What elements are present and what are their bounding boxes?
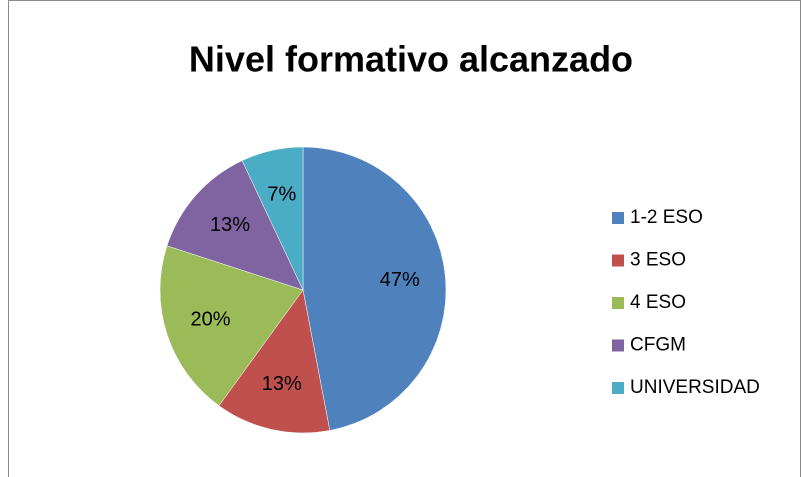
legend-swatch: [612, 297, 624, 309]
legend-label: UNIVERSIDAD: [630, 377, 760, 398]
pie-slice: [218, 289, 331, 434]
legend-label: 4 ESO: [630, 292, 686, 313]
legend-label: CFGM: [630, 335, 686, 356]
data-label: 13%: [210, 214, 250, 236]
legend-swatch: [612, 382, 624, 394]
legend-swatch: [612, 212, 624, 224]
pie-slice: [159, 245, 304, 407]
legend-label: 3 ESO: [630, 250, 686, 271]
data-label: 20%: [191, 308, 231, 330]
legend-swatch: [612, 339, 624, 352]
pie-slice: [166, 160, 304, 291]
legend-swatch: [612, 254, 624, 267]
legend-label: 1-2 ESO: [630, 207, 703, 228]
pie-slice: [302, 146, 447, 431]
data-label: 7%: [267, 183, 296, 205]
data-label: 47%: [380, 269, 420, 291]
pie-slice: [241, 146, 304, 291]
data-label: 13%: [262, 373, 302, 395]
chart-title: Nivel formativo alcanzado: [189, 39, 633, 80]
